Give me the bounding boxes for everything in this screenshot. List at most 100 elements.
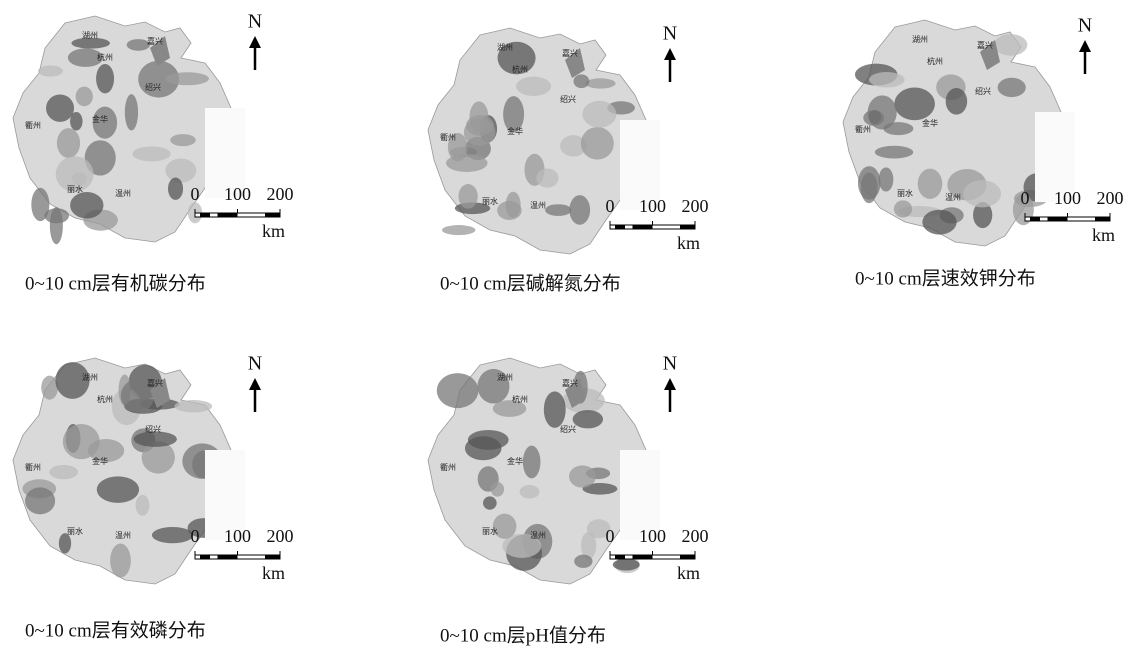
map-patch bbox=[894, 200, 912, 217]
scale-label: 100 bbox=[639, 196, 666, 216]
map-patch bbox=[573, 410, 603, 428]
scale-seg bbox=[633, 555, 653, 559]
map-patch bbox=[165, 158, 196, 182]
city-label: 金华 bbox=[507, 126, 523, 136]
scale-seg bbox=[1030, 217, 1040, 221]
scale-label: 100 bbox=[224, 184, 251, 204]
scale-label: 200 bbox=[267, 526, 294, 546]
scale-seg bbox=[615, 225, 625, 229]
city-label: 杭州 bbox=[97, 52, 113, 62]
map-panel: 湖州嘉兴杭州绍兴衢州金华丽水温州N0100200km bbox=[13, 353, 294, 584]
scale-seg bbox=[200, 555, 210, 559]
map-patch bbox=[994, 34, 1027, 56]
city-label: 嘉兴 bbox=[147, 378, 163, 388]
city-label: 丽水 bbox=[482, 526, 498, 536]
map-patch bbox=[963, 180, 1001, 207]
north-arrowhead bbox=[249, 378, 261, 390]
scale-seg bbox=[218, 213, 238, 217]
map-patch bbox=[70, 192, 103, 218]
map-patch bbox=[70, 112, 82, 131]
map-patch bbox=[491, 482, 504, 497]
map-patch bbox=[516, 77, 551, 96]
map-patch bbox=[136, 495, 150, 516]
city-label: 杭州 bbox=[512, 64, 528, 74]
city-label: 杭州 bbox=[927, 56, 943, 66]
map-patch bbox=[574, 555, 592, 568]
map-patch bbox=[468, 430, 509, 450]
city-label: 丽水 bbox=[67, 526, 83, 536]
city-label: 金华 bbox=[922, 118, 938, 128]
map-patch bbox=[523, 446, 541, 479]
map-patch bbox=[861, 173, 878, 204]
map-patch bbox=[168, 177, 183, 199]
city-label: 杭州 bbox=[512, 394, 528, 404]
map-patch bbox=[875, 146, 913, 159]
scale-label: 200 bbox=[1097, 188, 1124, 208]
scale-seg bbox=[680, 225, 695, 229]
map-patch bbox=[869, 72, 905, 87]
map-patch bbox=[446, 154, 488, 172]
map-patch bbox=[879, 167, 894, 191]
city-label: 绍兴 bbox=[560, 424, 576, 434]
map-patch bbox=[170, 134, 195, 146]
map-patch bbox=[125, 94, 138, 130]
city-label: 绍兴 bbox=[145, 82, 161, 92]
city-label: 金华 bbox=[507, 456, 523, 466]
scale-unit: km bbox=[262, 221, 285, 241]
city-label: 温州 bbox=[530, 201, 546, 210]
map-patch bbox=[569, 195, 590, 225]
figure: 湖州嘉兴杭州绍兴衢州金华丽水温州N0100200km0~10 cm层有机碳分布湖… bbox=[0, 0, 1132, 649]
map-patch bbox=[922, 210, 956, 235]
scale-seg bbox=[218, 555, 238, 559]
map-panel: 湖州嘉兴杭州绍兴衢州金华丽水温州N0100200km bbox=[428, 353, 709, 584]
map-patch bbox=[458, 184, 477, 209]
map-patch bbox=[998, 78, 1026, 97]
map-patch bbox=[63, 424, 100, 459]
map-patch bbox=[545, 204, 571, 216]
panel-caption: 0~10 cm层有机碳分布 bbox=[25, 272, 206, 294]
map-patch bbox=[49, 465, 78, 479]
city-label: 丽水 bbox=[897, 188, 913, 198]
map-patch bbox=[25, 487, 55, 514]
north-label: N bbox=[663, 23, 677, 45]
map-patch bbox=[569, 465, 596, 487]
city-label: 绍兴 bbox=[560, 94, 576, 104]
city-label: 绍兴 bbox=[975, 86, 991, 96]
scale-label: 0 bbox=[191, 184, 200, 204]
map-patch bbox=[50, 207, 63, 244]
map-patch bbox=[544, 391, 566, 428]
map-patch bbox=[166, 72, 209, 85]
map-patch bbox=[442, 225, 475, 235]
map-patch bbox=[132, 146, 170, 161]
map-patch bbox=[46, 94, 74, 121]
scale-label: 200 bbox=[267, 184, 294, 204]
map-patch bbox=[536, 169, 558, 188]
scale-label: 0 bbox=[606, 526, 615, 546]
city-label: 丽水 bbox=[67, 184, 83, 194]
north-arrowhead bbox=[664, 378, 676, 390]
map-patch bbox=[174, 400, 212, 412]
city-label: 温州 bbox=[945, 193, 961, 202]
city-label: 温州 bbox=[115, 189, 131, 198]
map-patch bbox=[72, 172, 87, 185]
scale-seg bbox=[265, 555, 280, 559]
map-patch bbox=[466, 115, 494, 136]
map-patch bbox=[59, 533, 71, 553]
scale-seg bbox=[1048, 217, 1068, 221]
north-arrowhead bbox=[249, 36, 261, 48]
north-label: N bbox=[248, 353, 262, 375]
city-label: 嘉兴 bbox=[147, 36, 163, 46]
city-label: 嘉兴 bbox=[977, 40, 993, 50]
city-label: 湖州 bbox=[82, 31, 98, 40]
map-patch bbox=[38, 65, 63, 76]
panel-caption: 0~10 cm层碱解氮分布 bbox=[440, 272, 621, 294]
scale-label: 100 bbox=[224, 526, 251, 546]
map-patch bbox=[613, 559, 640, 571]
scale-label: 200 bbox=[682, 196, 709, 216]
map-patch bbox=[520, 485, 540, 499]
city-label: 衢州 bbox=[440, 132, 456, 142]
map-patch bbox=[868, 95, 897, 129]
scale-unit: km bbox=[677, 233, 700, 253]
city-label: 金华 bbox=[92, 114, 108, 124]
